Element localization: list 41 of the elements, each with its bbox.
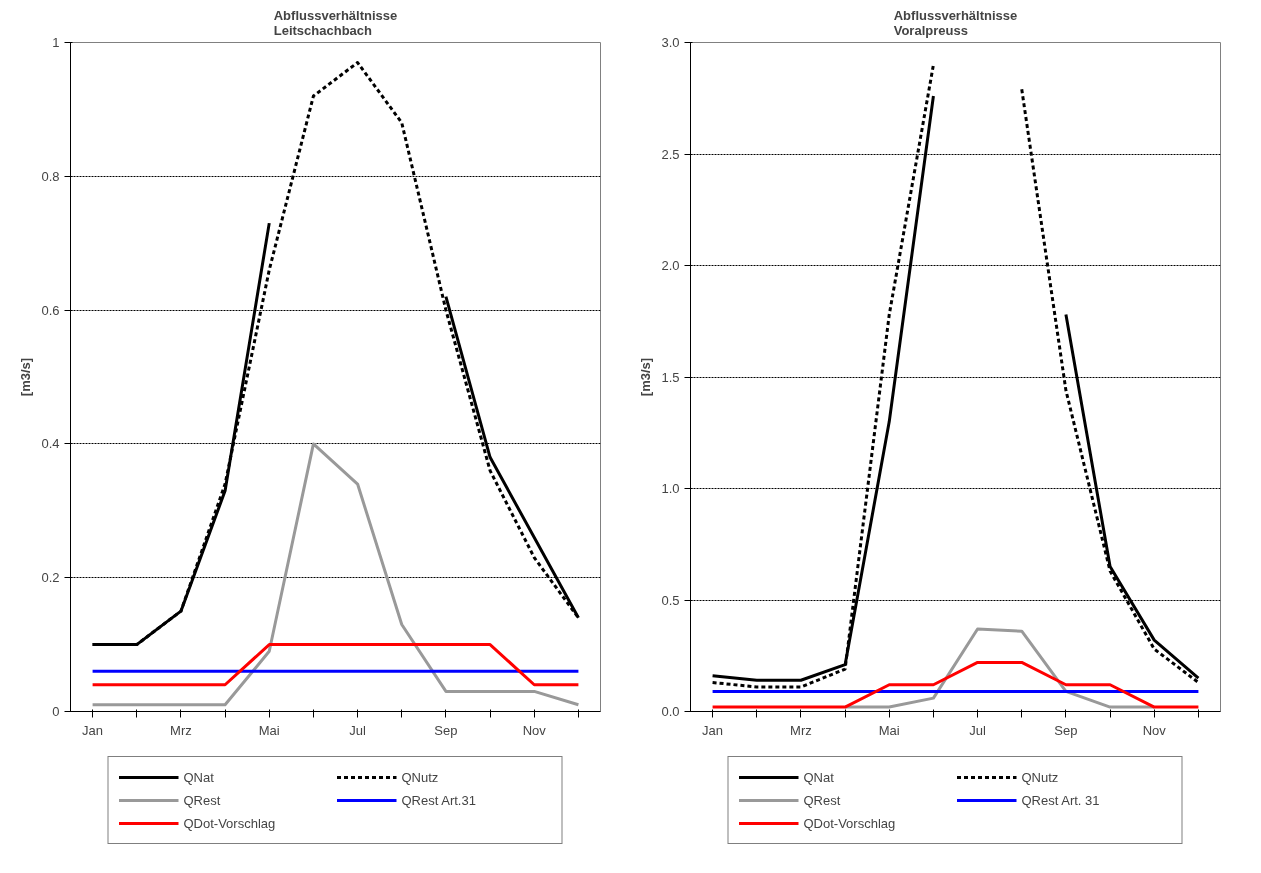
x-tick-label: Jan [702, 722, 724, 738]
legend-label: QNat [803, 769, 835, 785]
y-tick-label: 1.5 [661, 369, 680, 385]
y-tick-label: 0.8 [41, 168, 60, 184]
legend-label: QRest Art.31 [401, 792, 477, 808]
legend-label: QNutz [401, 769, 440, 785]
legend-label: QRest Art. 31 [1021, 792, 1101, 808]
line-series [91, 442, 580, 707]
x-tick-label: Nov [522, 722, 547, 738]
x-tick-label: Mai [878, 722, 900, 738]
y-tick-label: 3.0 [661, 35, 680, 50]
y-tick-label: 2.0 [661, 258, 680, 273]
legend-label: QNutz [1021, 769, 1060, 785]
x-tick-label: Jan [82, 722, 104, 738]
y-tick-label: 0.5 [661, 592, 680, 608]
chart-title: Abflussverhältnisse Voralpreuss [893, 7, 1018, 38]
y-axis-title: [m3/s] [18, 357, 34, 397]
legend-label: QDot-Vorschlag [183, 815, 277, 831]
y-tick-label: 1 [52, 35, 60, 50]
x-tick-label: Sep [434, 722, 458, 738]
x-tick-label: Jul [349, 722, 366, 738]
legend-label: QRest [803, 792, 842, 808]
y-tick-label: 0.4 [41, 436, 60, 452]
x-tick-label: Sep [1054, 722, 1078, 738]
legend-label: QRest [183, 792, 222, 808]
x-tick-label: Mrz [790, 722, 812, 738]
y-tick-label: 2.5 [661, 146, 680, 162]
y-tick-label: 0.0 [661, 704, 680, 719]
x-tick-label: Nov [1142, 722, 1167, 738]
x-tick-label: Mrz [170, 722, 192, 738]
y-axis-title: [m3/s] [638, 357, 654, 397]
y-tick-label: 0.6 [41, 302, 60, 318]
legend-label: QNat [183, 769, 215, 785]
y-tick-label: 0 [52, 704, 60, 719]
legend-label: QDot-Vorschlag [803, 815, 897, 831]
y-tick-label: 1.0 [661, 481, 680, 496]
x-tick-label: Mai [258, 722, 280, 738]
x-tick-label: Jul [969, 722, 986, 738]
chart-title: Abflussverhältnisse Leitschachbach [273, 7, 398, 38]
line-series [843, 627, 1156, 709]
y-tick-label: 0.2 [41, 570, 60, 586]
